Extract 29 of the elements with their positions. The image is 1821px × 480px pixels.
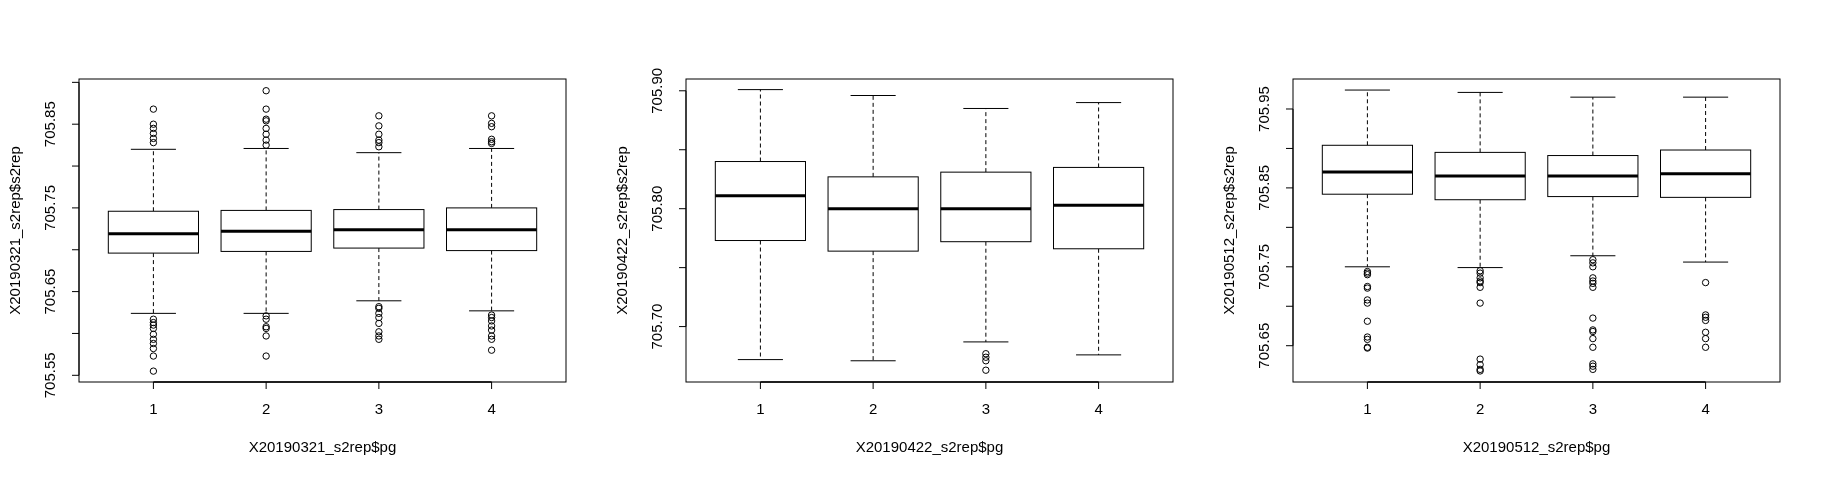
x-tick-label: 1: [149, 399, 158, 417]
x-tick-label: 1: [756, 399, 765, 417]
y-tick-label: 705.85: [1255, 164, 1272, 211]
y-tick-label: 705.75: [41, 184, 58, 231]
y-tick-label: 705.65: [41, 268, 58, 315]
x-tick-label: 4: [1701, 399, 1710, 417]
x-tick-label: 4: [487, 399, 496, 417]
x-tick-label: 3: [981, 399, 991, 417]
x-axis-title: X20190512_s2rep$pg: [1462, 437, 1611, 455]
x-axis-title: X20190422_s2rep$pg: [855, 437, 1004, 455]
y-axis-title: X20190321_s2rep$s2rep: [5, 146, 23, 315]
y-tick-label: 705.75: [1255, 243, 1272, 290]
y-axis-title: X20190422_s2rep$s2rep: [612, 146, 630, 315]
x-tick-label: 2: [261, 399, 271, 417]
x-axis-title: X20190321_s2rep$pg: [248, 437, 397, 455]
x-tick-label: 1: [1363, 399, 1372, 417]
y-tick-label: 705.95: [1255, 86, 1272, 132]
y-tick-label: 705.65: [1255, 322, 1272, 369]
y-tick-label: 705.80: [648, 185, 665, 232]
x-tick-label: 2: [1475, 399, 1485, 417]
y-axis-title: X20190512_s2rep$s2rep: [1219, 146, 1237, 315]
x-tick-label: 4: [1094, 399, 1103, 417]
y-tick-label: 705.55: [41, 352, 58, 399]
x-tick-label: 3: [374, 399, 384, 417]
y-tick-label: 705.90: [648, 67, 665, 114]
y-tick-label: 705.85: [41, 101, 58, 148]
x-tick-label: 3: [1588, 399, 1598, 417]
y-tick-label: 705.70: [648, 303, 665, 350]
x-tick-label: 2: [868, 399, 878, 417]
